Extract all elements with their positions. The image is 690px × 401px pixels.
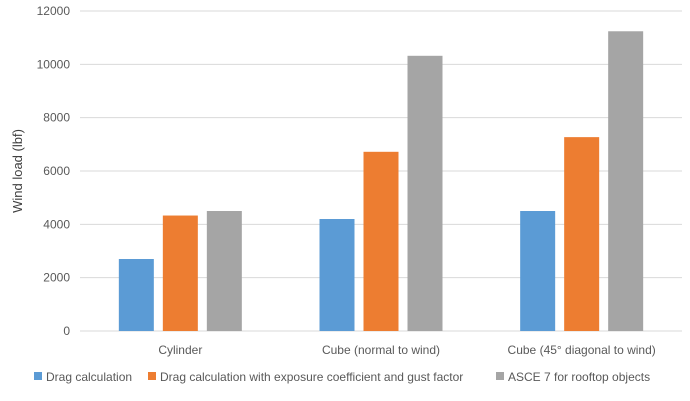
bar: [608, 31, 644, 332]
legend-label: ASCE 7 for rooftop objects: [508, 370, 650, 384]
y-axis-ticks: 0 2000 4000 6000 8000 10000 12000: [37, 4, 71, 338]
y-tick-label: 10000: [37, 57, 71, 71]
x-axis-categories: Cylinder Cube (normal to wind) Cube (45° d…: [158, 343, 655, 357]
x-category-label: Cube (normal to wind): [322, 343, 440, 357]
bars: [118, 31, 644, 332]
y-tick-label: 12000: [37, 4, 71, 18]
legend-label: Drag calculation with exposure coefficie…: [160, 370, 463, 384]
y-tick-label: 8000: [43, 111, 70, 125]
y-tick-label: 4000: [43, 217, 70, 231]
legend-swatch: [496, 372, 504, 380]
bar: [363, 151, 399, 331]
y-axis-title: Wind load (lbf): [10, 129, 25, 213]
x-category-label: Cube (45° diagonal to wind): [508, 343, 656, 357]
bar: [407, 55, 443, 332]
bar: [520, 211, 556, 331]
bar: [206, 211, 242, 331]
bar: [564, 137, 600, 331]
legend: Drag calculation Drag calculation with ex…: [34, 370, 650, 384]
legend-label: Drag calculation: [46, 370, 132, 384]
legend-swatch: [34, 372, 42, 380]
y-tick-label: 0: [63, 324, 70, 338]
x-category-label: Cylinder: [158, 343, 202, 357]
legend-swatch: [148, 372, 156, 380]
y-tick-label: 6000: [43, 164, 70, 178]
bar: [118, 259, 154, 331]
y-tick-label: 2000: [43, 271, 70, 285]
bar: [319, 219, 355, 331]
bar: [162, 215, 198, 331]
